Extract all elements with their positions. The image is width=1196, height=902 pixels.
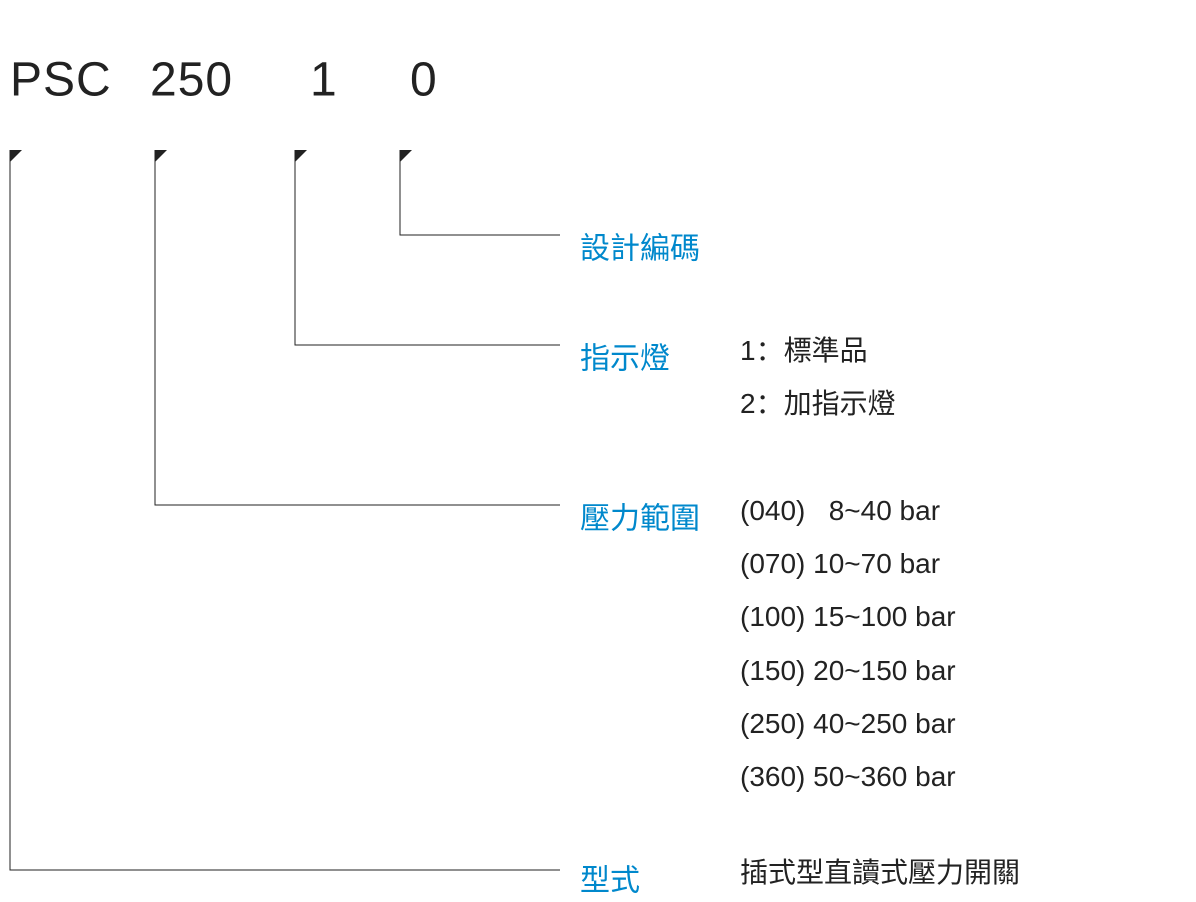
description-0: 1：標準品2：加指示燈 — [740, 324, 896, 430]
description-line: (100) 15~100 bar — [740, 590, 956, 643]
code-part-0: PSC — [10, 53, 112, 108]
description-2: 插式型直讀式壓力開關 — [740, 846, 1020, 899]
description-1: (040) 8~40 bar(070) 10~70 bar(100) 15~10… — [740, 484, 956, 803]
code-part-2: 1 — [310, 53, 338, 108]
label-type: 型式 — [580, 856, 640, 900]
label-indicator: 指示燈 — [580, 334, 670, 378]
code-part-3: 0 — [410, 53, 438, 108]
description-line: (150) 20~150 bar — [740, 644, 956, 697]
bracket-lines — [0, 0, 1196, 902]
description-line: 2：加指示燈 — [740, 377, 896, 430]
description-line: (250) 40~250 bar — [740, 697, 956, 750]
label-design-code: 設計編碼 — [580, 224, 700, 268]
label-pressure-range: 壓力範圍 — [580, 494, 700, 538]
description-line: (040) 8~40 bar — [740, 484, 956, 537]
code-part-1: 250 — [150, 53, 233, 108]
description-line: (360) 50~360 bar — [740, 750, 956, 803]
description-line: (070) 10~70 bar — [740, 537, 956, 590]
description-line: 1：標準品 — [740, 324, 896, 377]
description-line: 插式型直讀式壓力開關 — [740, 846, 1020, 899]
